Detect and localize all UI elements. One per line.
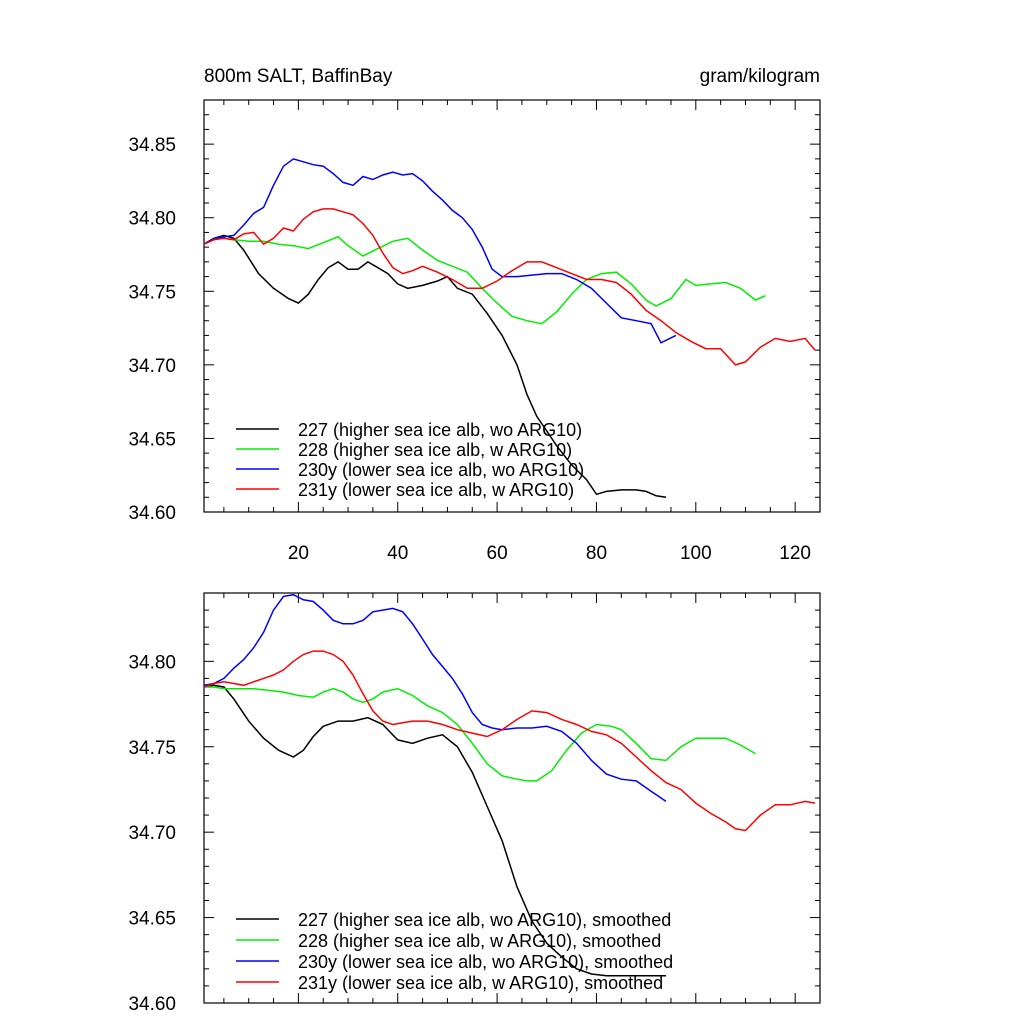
top-series-line-2 — [203, 158, 677, 344]
top-y-tick-label: 34.75 — [128, 282, 176, 303]
legend-label-227: 227 (higher sea ice alb, wo ARG10) — [298, 420, 582, 440]
bottom-y-tick-label: 34.80 — [128, 652, 176, 673]
bottom-panel-axes: 34.60 34.65 34.70 34.75 34.80 — [128, 593, 820, 1015]
top-x-tick-label: 80 — [586, 543, 607, 564]
bottom-y-tick-label: 34.60 — [128, 994, 176, 1015]
bottom-panel-series — [203, 593, 816, 977]
top-x-tick-label: 40 — [387, 543, 408, 564]
top-series-line-3 — [203, 208, 816, 366]
legend-label-231y-smoothed: 231y (lower sea ice alb, w ARG10), smoot… — [298, 973, 663, 993]
top-y-tick-label: 34.80 — [128, 209, 176, 230]
top-y-tick-label: 34.60 — [128, 503, 176, 524]
top-x-tick-label: 100 — [680, 543, 712, 564]
top-y-tick-label: 34.65 — [128, 429, 176, 450]
bottom-legend: 227 (higher sea ice alb, wo ARG10), smoo… — [236, 910, 673, 993]
legend-label-228-smoothed: 228 (higher sea ice alb, w ARG10), smoot… — [298, 931, 661, 951]
top-x-tick-label: 60 — [487, 543, 508, 564]
bottom-y-tick-label: 34.75 — [128, 738, 176, 759]
legend-label-230y: 230y (lower sea ice alb, wo ARG10) — [298, 460, 584, 480]
legend-label-227-smoothed: 227 (higher sea ice alb, wo ARG10), smoo… — [298, 910, 671, 930]
top-x-tick-label: 20 — [288, 543, 309, 564]
bottom-series-line-0 — [203, 684, 666, 977]
bottom-series-line-2 — [203, 593, 667, 803]
top-series-line-0 — [203, 234, 667, 499]
top-y-tick-label: 34.70 — [128, 356, 176, 377]
top-y-tick-label: 34.85 — [128, 135, 176, 156]
legend-label-228: 228 (higher sea ice alb, w ARG10) — [298, 440, 572, 460]
chart-units-label: gram/kilogram — [700, 66, 820, 87]
top-panel-series — [203, 158, 816, 499]
bottom-series-line-3 — [203, 650, 816, 832]
legend-label-231y: 231y (lower sea ice alb, w ARG10) — [298, 480, 574, 500]
top-panel-axes: 20 40 60 80 100 120 34.60 34.65 34.70 34.75 34.80 3… — [128, 100, 820, 564]
top-legend: 227 (higher sea ice alb, wo ARG10) 228 (… — [236, 420, 584, 500]
bottom-y-tick-label: 34.65 — [128, 909, 176, 930]
bottom-y-tick-label: 34.70 — [128, 823, 176, 844]
chart-title: 800m SALT, BaffinBay — [204, 66, 393, 87]
top-x-tick-label: 120 — [779, 543, 811, 564]
bottom-series-line-1 — [204, 686, 756, 782]
legend-label-230y-smoothed: 230y (lower sea ice alb, wo ARG10), smoo… — [298, 952, 673, 972]
